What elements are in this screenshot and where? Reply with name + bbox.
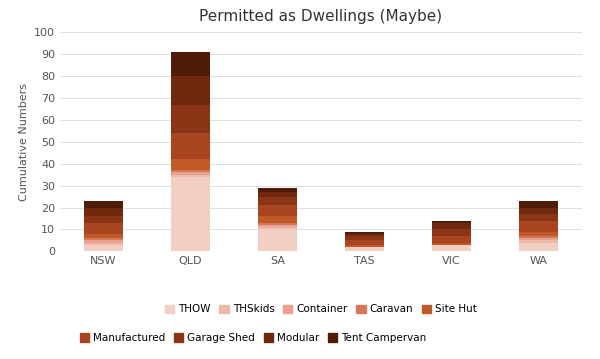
Bar [258, 205, 297, 216]
Bar [84, 208, 123, 216]
Bar [432, 223, 471, 229]
Bar [519, 208, 558, 214]
Bar [84, 243, 123, 245]
Bar [345, 247, 384, 251]
Bar [519, 241, 558, 243]
Bar [171, 177, 210, 251]
Bar [519, 236, 558, 238]
Bar [519, 221, 558, 232]
Bar [519, 214, 558, 221]
Bar [84, 234, 123, 238]
Bar [519, 238, 558, 241]
Bar [345, 232, 384, 234]
Bar [171, 175, 210, 177]
Bar [432, 243, 471, 245]
Bar [258, 192, 297, 197]
Bar [345, 234, 384, 236]
Bar [432, 245, 471, 251]
Bar [258, 227, 297, 229]
Title: Permitted as Dwellings (Maybe): Permitted as Dwellings (Maybe) [199, 9, 443, 24]
Bar [432, 221, 471, 223]
Bar [258, 216, 297, 223]
Bar [258, 188, 297, 192]
Bar [84, 216, 123, 223]
Bar [258, 197, 297, 205]
Bar [84, 201, 123, 208]
Bar [432, 229, 471, 236]
Bar [258, 229, 297, 251]
Legend: Manufactured, Garage Shed, Modular, Tent Campervan: Manufactured, Garage Shed, Modular, Tent… [76, 329, 431, 347]
Bar [258, 223, 297, 225]
Y-axis label: Cumulative Numbers: Cumulative Numbers [19, 83, 29, 201]
Bar [345, 241, 384, 245]
Bar [171, 159, 210, 170]
Bar [519, 232, 558, 236]
Bar [171, 172, 210, 175]
Bar [345, 236, 384, 241]
Bar [345, 245, 384, 247]
Bar [171, 170, 210, 172]
Bar [171, 76, 210, 104]
Bar [519, 243, 558, 251]
Bar [171, 52, 210, 76]
Bar [84, 238, 123, 241]
Bar [258, 225, 297, 227]
Bar [84, 245, 123, 251]
Bar [171, 104, 210, 133]
Bar [171, 133, 210, 159]
Bar [84, 241, 123, 243]
Bar [84, 223, 123, 234]
Bar [432, 236, 471, 243]
Bar [519, 201, 558, 208]
